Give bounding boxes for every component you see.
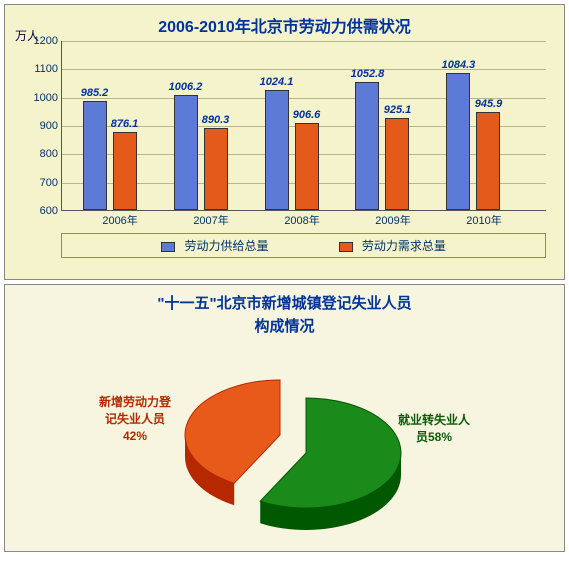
pie-title-line1: "十一五"北京市新增城镇登记失业人员 (157, 295, 411, 312)
pie-slice-a-line2: 记失业人员 (105, 412, 165, 426)
y-tick-label: 600 (20, 205, 58, 217)
y-tick-label: 700 (20, 177, 58, 189)
legend-item-supply: 劳动力供给总量 (161, 237, 268, 254)
bar-value-label: 1006.2 (160, 81, 212, 93)
bar-chart-panel: 2006-2010年北京市劳动力供需状况 万人 6007008009001000… (4, 4, 565, 280)
bar-demand (295, 123, 319, 210)
x-tick-label: 2008年 (259, 212, 346, 228)
y-tick-label: 1000 (20, 92, 58, 104)
bar-chart-title: 2006-2010年北京市劳动力供需状况 (15, 13, 554, 37)
bar-demand (476, 112, 500, 210)
x-tick-label: 2009年 (349, 212, 436, 228)
x-tick-label: 2006年 (77, 212, 164, 228)
pie-slice-label-a: 新增劳动力登 记失业人员 42% (75, 394, 195, 444)
bar-supply (174, 95, 198, 210)
pie-chart-stage: 新增劳动力登 记失业人员 42% 就业转失业人 员58% (15, 344, 554, 544)
y-tick-label: 1200 (20, 35, 58, 47)
y-tick-label: 800 (20, 148, 58, 160)
legend-label-supply: 劳动力供给总量 (184, 239, 268, 253)
bar-value-label: 1024.1 (251, 76, 303, 88)
bar-supply (265, 90, 289, 210)
pie-title-line2: 构成情况 (254, 318, 314, 335)
pie-slice-a-line1: 新增劳动力登 (99, 395, 171, 409)
pie-slice-b-line2: 员58% (416, 430, 452, 444)
bar-value-label: 945.9 (462, 98, 514, 110)
bar-chart-legend: 劳动力供给总量 劳动力需求总量 (61, 233, 546, 258)
legend-swatch-supply (161, 242, 175, 252)
legend-item-demand: 劳动力需求总量 (339, 237, 446, 254)
bar-value-label: 876.1 (99, 118, 151, 130)
legend-swatch-demand (339, 242, 353, 252)
bar-demand (113, 132, 137, 210)
bar-demand (204, 128, 228, 210)
pie-slice-label-b: 就业转失业人 员58% (374, 412, 494, 446)
x-tick-label: 2010年 (440, 212, 527, 228)
y-tick-label: 1100 (20, 63, 58, 75)
bar-value-label: 1052.8 (341, 68, 393, 80)
bar-supply (355, 82, 379, 210)
pie-slice-b-line1: 就业转失业人 (398, 413, 470, 427)
x-tick-label: 2007年 (168, 212, 255, 228)
bar-value-label: 985.2 (69, 87, 121, 99)
pie-chart-title: "十一五"北京市新增城镇登记失业人员 构成情况 (15, 293, 554, 338)
legend-label-demand: 劳动力需求总量 (362, 239, 446, 253)
bar-value-label: 890.3 (190, 114, 242, 126)
bar-demand (385, 118, 409, 210)
bar-supply (446, 73, 470, 210)
pie-slice-a-percent: 42% (123, 429, 147, 443)
pie-chart-panel: "十一五"北京市新增城镇登记失业人员 构成情况 新增劳动力登 记失业人员 42%… (4, 284, 565, 552)
bar-value-label: 906.6 (281, 109, 333, 121)
bar-chart-plot-area: 600700800900100011001200985.2876.12006年1… (61, 41, 546, 211)
bar-value-label: 1084.3 (432, 59, 484, 71)
y-tick-label: 900 (20, 120, 58, 132)
bar-value-label: 925.1 (371, 104, 423, 116)
gridline (62, 41, 546, 42)
